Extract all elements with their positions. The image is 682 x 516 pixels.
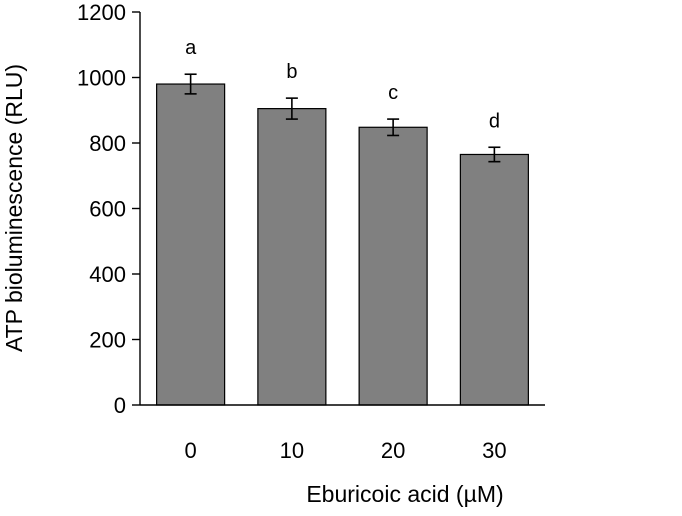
x-tick-label: 30	[482, 438, 506, 463]
x-axis-title: Eburicoic acid (µM)	[306, 481, 503, 507]
x-tick-label: 20	[381, 438, 405, 463]
y-axis: 0 200 400 600 800 1000 1200	[77, 0, 141, 418]
bars-group	[156, 83, 529, 406]
y-axis-title: ATP bioluminescence (RLU)	[1, 64, 27, 352]
significance-label: c	[388, 82, 398, 104]
y-tick-label: 200	[89, 328, 126, 353]
y-tick-label: 400	[89, 262, 126, 287]
y-tick-label: 800	[89, 131, 126, 156]
bar	[156, 83, 226, 406]
error-bars-group	[184, 73, 501, 163]
y-tick-label: 1000	[77, 66, 126, 91]
significance-labels-group: a b c d	[185, 37, 500, 132]
significance-label: a	[185, 37, 197, 59]
bar	[358, 126, 428, 406]
y-tick-label: 1200	[77, 0, 126, 25]
bar	[459, 153, 529, 406]
significance-label: d	[489, 110, 500, 132]
y-tick-label: 600	[89, 197, 126, 222]
x-axis: 0 10 20 30	[140, 404, 545, 463]
x-tick-label: 10	[280, 438, 304, 463]
bar	[257, 108, 327, 406]
x-tick-label: 0	[185, 438, 197, 463]
y-tick-label: 0	[114, 393, 126, 418]
significance-label: b	[286, 61, 297, 83]
